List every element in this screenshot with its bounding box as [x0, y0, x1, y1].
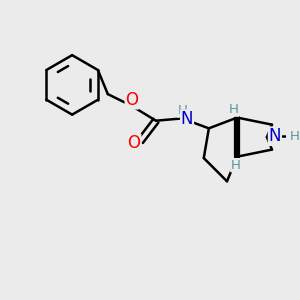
Text: H: H [178, 104, 188, 117]
Text: O: O [125, 91, 138, 109]
Text: H: H [290, 130, 300, 143]
Text: H: H [231, 159, 241, 172]
Text: H: H [229, 103, 239, 116]
Text: N: N [181, 110, 193, 128]
Text: N: N [268, 127, 281, 145]
Text: O: O [128, 134, 141, 152]
